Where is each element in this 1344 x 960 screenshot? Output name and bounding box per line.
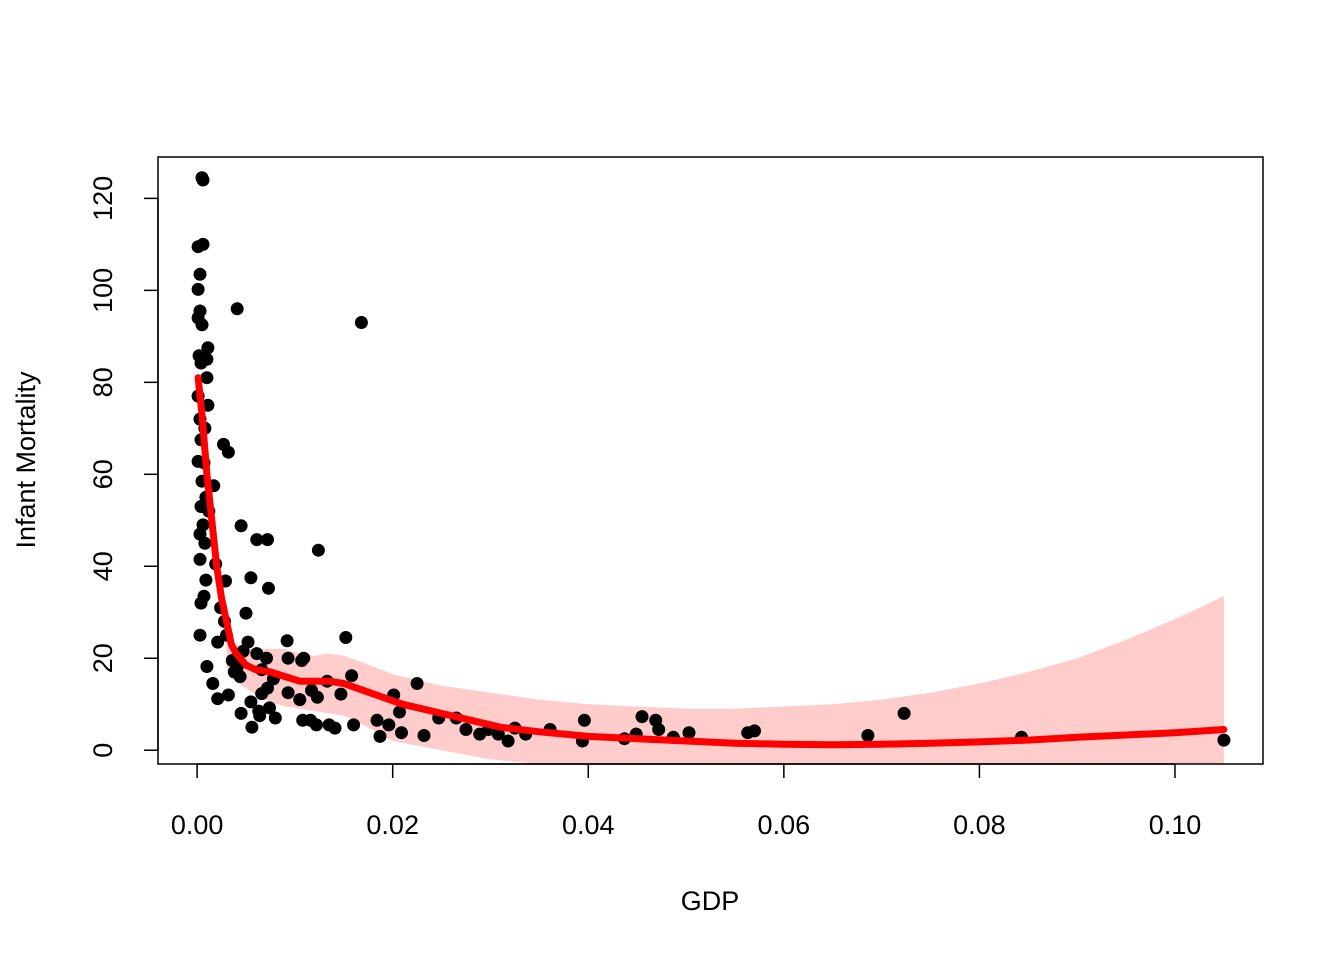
data-point	[255, 687, 269, 701]
data-point	[311, 543, 325, 557]
data-point	[250, 647, 264, 661]
fit-line	[194, 374, 1228, 749]
data-point	[230, 302, 244, 316]
x-axis-title: GDP	[681, 886, 740, 916]
data-point	[194, 596, 208, 610]
data-point	[373, 729, 387, 743]
data-point	[417, 729, 431, 742]
data-point	[245, 720, 259, 734]
data-point	[347, 718, 361, 732]
y-tick-label: 100	[88, 268, 118, 313]
x-tick-label: 0.00	[171, 810, 224, 840]
y-tick-label: 60	[88, 459, 118, 489]
y-tick-label: 80	[88, 367, 118, 397]
data-point	[196, 173, 210, 187]
fit-line-path	[194, 374, 1228, 749]
data-point	[297, 651, 311, 665]
data-point	[193, 552, 207, 566]
data-point	[262, 581, 275, 595]
data-point	[193, 628, 207, 642]
data-point	[459, 723, 473, 736]
data-point	[206, 677, 220, 690]
data-point	[263, 701, 276, 715]
data-point	[897, 706, 911, 720]
x-tick-label: 0.06	[758, 810, 811, 840]
data-point	[328, 721, 342, 735]
data-point	[309, 718, 323, 732]
x-tick-label: 0.02	[366, 810, 419, 840]
data-point	[280, 634, 294, 648]
data-point	[682, 726, 696, 740]
y-axis: 0 20 40 60 80 100 120	[88, 176, 159, 758]
data-point	[200, 352, 214, 366]
data-point	[260, 651, 273, 665]
y-tick-label: 120	[88, 176, 118, 221]
data-point	[211, 692, 225, 706]
x-tick-label: 0.04	[562, 810, 615, 840]
y-tick-label: 40	[88, 551, 118, 581]
y-tick-label: 0	[88, 743, 118, 758]
data-point	[234, 706, 248, 720]
data-point	[193, 267, 207, 281]
data-point	[193, 304, 207, 318]
data-point	[652, 723, 666, 736]
data-point	[281, 651, 295, 665]
data-point	[250, 533, 264, 547]
data-point	[211, 635, 225, 649]
data-point	[200, 371, 214, 385]
data-point	[195, 318, 209, 332]
data-point	[244, 571, 258, 585]
data-point	[635, 710, 649, 724]
data-point	[201, 341, 215, 355]
data-point	[191, 282, 205, 296]
data-point	[200, 660, 214, 673]
data-point	[199, 573, 213, 587]
data-point	[253, 709, 267, 723]
data-point	[473, 727, 487, 741]
data-point	[861, 729, 875, 742]
x-tick-label: 0.10	[1149, 810, 1202, 840]
data-point	[1217, 733, 1231, 747]
data-point	[221, 688, 235, 702]
data-point	[395, 726, 408, 740]
data-point	[334, 687, 348, 701]
data-point	[354, 316, 368, 329]
data-point	[221, 445, 235, 459]
data-point	[244, 695, 258, 709]
data-point	[577, 713, 591, 727]
data-point	[233, 670, 247, 684]
data-point	[382, 718, 396, 732]
data-point	[345, 669, 359, 683]
data-point	[239, 606, 253, 620]
y-axis-title: Infant Mortality	[11, 371, 41, 549]
data-point	[339, 631, 353, 644]
data-point	[293, 693, 307, 707]
x-tick-label: 0.08	[953, 810, 1006, 840]
y-tick-label: 20	[88, 643, 118, 673]
data-point	[196, 237, 210, 251]
x-axis: 0.00 0.02 0.04 0.06 0.08 0.10	[171, 763, 1202, 840]
data-point	[234, 519, 248, 533]
data-point	[268, 711, 282, 725]
data-point	[281, 686, 295, 700]
data-point	[748, 724, 761, 738]
data-point	[393, 705, 406, 719]
data-point	[198, 536, 212, 550]
data-point	[370, 713, 384, 727]
data-point	[501, 734, 515, 748]
data-point	[310, 690, 324, 704]
data-point	[410, 677, 424, 690]
data-point	[191, 454, 205, 468]
data-point	[261, 533, 274, 547]
